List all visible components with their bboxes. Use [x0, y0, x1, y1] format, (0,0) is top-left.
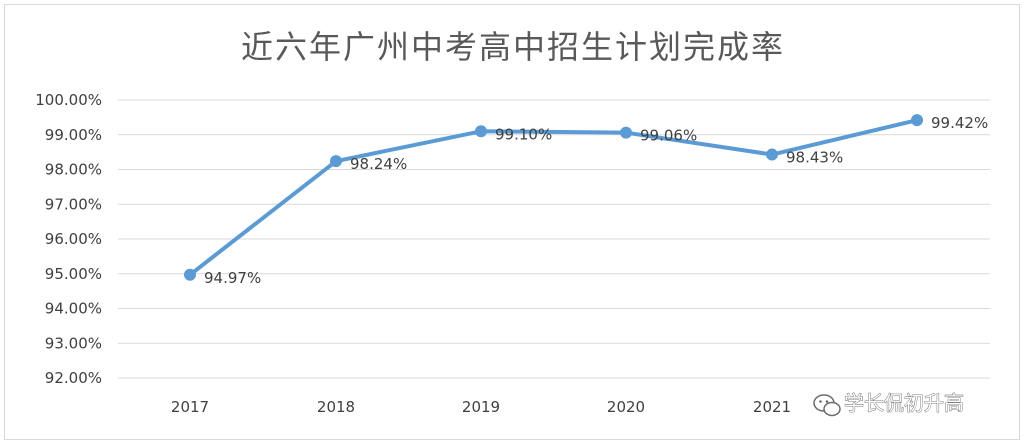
- data-point: [766, 148, 778, 161]
- x-axis-ticks: 2017 2018 2019 2020 2021: [171, 398, 791, 416]
- x-tick-label: 2020: [607, 398, 645, 416]
- x-tick-label: 2021: [753, 398, 791, 416]
- y-axis-ticks: 92.00% 93.00% 94.00% 95.00% 96.00% 97.00% 98.0…: [35, 91, 102, 387]
- x-tick-label: 2018: [317, 398, 355, 416]
- data-label: 98.43%: [786, 149, 843, 167]
- data-label: 98.24%: [350, 155, 407, 173]
- y-tick-label: 96.00%: [45, 230, 102, 248]
- y-tick-label: 98.00%: [45, 161, 102, 179]
- data-point: [330, 155, 342, 168]
- x-tick-label: 2019: [462, 398, 500, 416]
- data-point: [475, 125, 487, 138]
- gridlines: [118, 99, 990, 379]
- chart-title: 近六年广州中考高中招生计划完成率: [241, 28, 785, 66]
- data-point: [911, 114, 923, 127]
- data-point: [184, 268, 196, 281]
- series-line: [188, 118, 919, 277]
- y-tick-label: 92.00%: [45, 369, 102, 387]
- data-labels: 94.97% 98.24% 99.10% 99.06% 98.43% 99.42%: [204, 114, 988, 287]
- y-tick-label: 97.00%: [45, 195, 102, 213]
- wechat-icon: [813, 394, 841, 417]
- data-series: [184, 114, 923, 281]
- data-point: [620, 126, 632, 139]
- y-tick-label: 95.00%: [45, 265, 102, 283]
- watermark-text: 学长侃初升高: [844, 391, 964, 415]
- data-label: 99.10%: [495, 125, 552, 143]
- y-tick-label: 93.00%: [45, 334, 102, 352]
- data-label: 99.42%: [931, 114, 988, 132]
- chart-frame: [4, 4, 1020, 440]
- watermark: 学长侃初升高: [813, 391, 964, 417]
- data-label: 94.97%: [204, 269, 261, 287]
- y-tick-label: 100.00%: [35, 91, 102, 109]
- x-tick-label: 2017: [171, 398, 209, 416]
- y-tick-label: 99.00%: [45, 126, 102, 144]
- data-label: 99.06%: [640, 127, 697, 145]
- y-tick-label: 94.00%: [45, 300, 102, 318]
